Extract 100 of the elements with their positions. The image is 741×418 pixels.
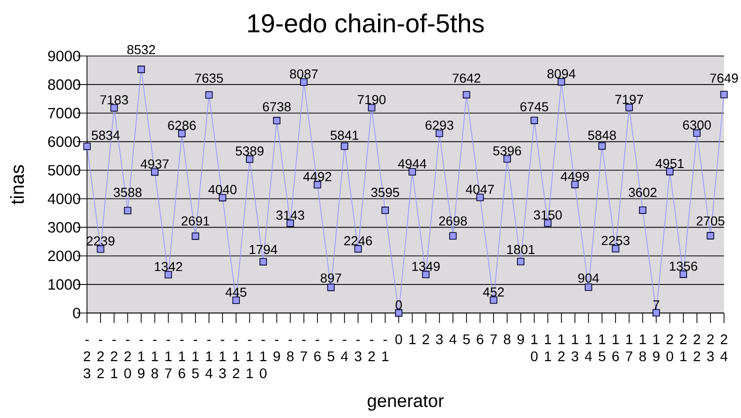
x-tick-label: -4 <box>340 340 348 362</box>
point <box>408 168 416 176</box>
point <box>259 258 267 266</box>
point <box>340 142 348 150</box>
data-label: 4937 <box>140 159 169 169</box>
x-tick-label: 19 <box>653 334 660 362</box>
data-label: 5834 <box>92 130 120 140</box>
x-tick-label: 1 <box>409 334 416 344</box>
data-label: 445 <box>226 288 246 297</box>
x-tick-label: -10 <box>260 340 267 378</box>
data-label: 0 <box>396 300 402 310</box>
data-label: 1356 <box>670 262 698 271</box>
data-label: 7190 <box>358 94 386 104</box>
point <box>544 219 552 227</box>
point <box>638 206 646 214</box>
point <box>652 309 660 316</box>
data-label: 7649 <box>710 74 738 83</box>
x-tick-label: 15 <box>598 334 606 362</box>
y-axis-title: tinas <box>10 165 24 204</box>
data-label: 2253 <box>602 236 630 246</box>
point <box>720 90 728 98</box>
point <box>422 270 430 278</box>
data-label: 3588 <box>114 188 142 197</box>
y-tick-label: 0 <box>73 308 80 318</box>
point <box>205 91 213 99</box>
x-tick-label: 12 <box>558 334 565 362</box>
x-tick-label: 21 <box>680 334 687 362</box>
y-tick-label: 7000 <box>48 108 80 118</box>
x-tick-label: -6 <box>314 340 321 362</box>
x-tick-label: 16 <box>612 334 619 362</box>
x-tick-label: 3 <box>436 334 443 344</box>
data-label: 6738 <box>262 102 291 112</box>
data-label: 1349 <box>412 262 440 271</box>
y-tick-label: 1000 <box>48 279 80 290</box>
x-tick-label: -3 <box>354 340 362 362</box>
data-label: 3143 <box>276 210 304 220</box>
y-tick-label: 9000 <box>48 50 80 62</box>
x-tick-label: 2 <box>422 334 430 344</box>
data-label: 3602 <box>628 188 656 197</box>
x-axis-title: generator <box>368 395 444 411</box>
x-tick-label: -23 <box>84 340 90 378</box>
data-label: 6300 <box>683 120 711 130</box>
data-label: 452 <box>483 287 504 297</box>
point <box>192 232 200 240</box>
x-tick-label: -22 <box>97 340 104 378</box>
data-label: 904 <box>578 273 599 283</box>
x-tick-label: 6 <box>476 334 484 344</box>
y-tick-label: 4000 <box>48 193 80 204</box>
data-label: 2705 <box>696 216 724 226</box>
point <box>625 104 633 112</box>
x-tick-label: 23 <box>707 334 714 362</box>
data-label: 3150 <box>534 210 562 220</box>
data-label: 4951 <box>656 158 684 168</box>
data-label: 5396 <box>493 146 522 156</box>
x-tick-label: -1 <box>382 340 388 362</box>
data-label: 1801 <box>507 244 535 254</box>
x-tick-label: 10 <box>530 334 538 362</box>
point <box>680 270 688 278</box>
x-tick-label: -11 <box>246 340 253 378</box>
point <box>517 258 524 266</box>
x-tick-label: -8 <box>287 340 294 362</box>
data-label: 7197 <box>615 94 643 104</box>
point <box>232 296 240 304</box>
point <box>286 220 294 227</box>
data-label: 6286 <box>168 120 196 130</box>
point <box>490 296 498 304</box>
data-label: 4492 <box>303 172 332 182</box>
x-tick-label: 20 <box>666 334 674 362</box>
point <box>395 309 402 317</box>
point <box>354 245 362 253</box>
point <box>273 116 280 124</box>
x-tick-label: -5 <box>328 340 334 362</box>
y-tick-label: 5000 <box>48 164 80 176</box>
x-tick-label: 17 <box>626 334 632 362</box>
x-tick-label: 11 <box>544 334 552 362</box>
x-tick-label: -19 <box>138 340 144 378</box>
point <box>138 66 145 74</box>
point <box>476 194 484 202</box>
data-label: 1794 <box>250 244 278 254</box>
data-label: 3595 <box>371 188 400 197</box>
x-tick-label: 5 <box>463 334 470 344</box>
data-label: 5848 <box>588 130 616 140</box>
x-tick-label: -9 <box>274 340 280 362</box>
data-label: 897 <box>320 273 342 283</box>
data-label: 7183 <box>100 95 128 104</box>
x-tick-label: -18 <box>151 340 158 378</box>
y-tick-label: 8000 <box>48 79 80 90</box>
x-tick-label: 18 <box>639 334 646 362</box>
data-label: 2698 <box>439 216 467 226</box>
point <box>178 130 186 138</box>
point <box>151 168 158 176</box>
point <box>558 78 566 86</box>
point <box>503 155 511 163</box>
x-tick-label: -2 <box>368 340 375 362</box>
x-tick-label: 14 <box>584 334 592 362</box>
y-tick-label: 6000 <box>48 136 80 147</box>
x-tick-label: -20 <box>124 340 132 378</box>
y-tick-label: 2000 <box>48 250 80 262</box>
x-tick-label: 13 <box>572 334 578 362</box>
data-label: 7642 <box>452 74 480 83</box>
